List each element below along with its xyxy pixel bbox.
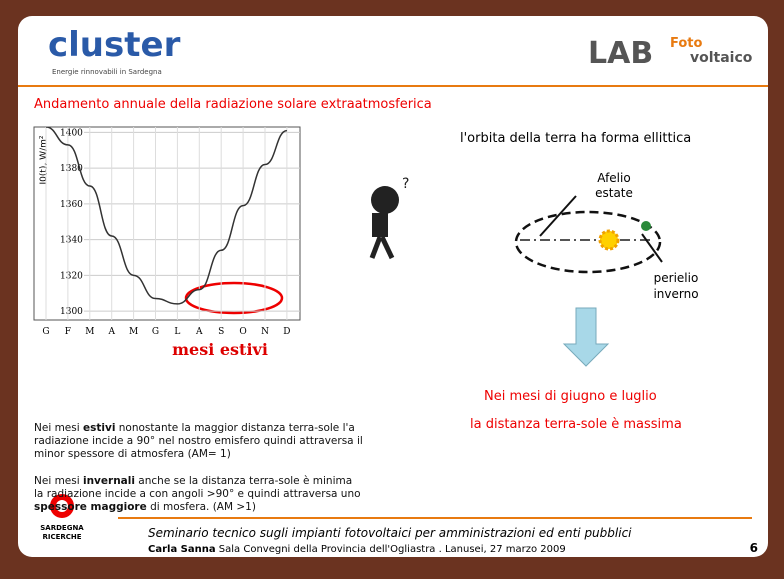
curve (45, 127, 288, 305)
thinker-icon: ? (369, 176, 409, 260)
paragraph: Nei mesi invernali anche se la distanza … (34, 475, 364, 514)
chart-caption: mesi estivi (172, 340, 268, 359)
logo-subtitle: Energie rinnovabili in Sardegna (52, 68, 162, 76)
footer-line: Carla Sanna Sala Convegni della Provinci… (148, 544, 566, 555)
text: Nei mesi (34, 422, 83, 434)
y-tick-label: 1360 (60, 200, 83, 210)
text: anche se la distanza terra-sole è minima… (34, 475, 361, 500)
plot-frame (33, 126, 301, 321)
svg-text:?: ? (402, 176, 409, 192)
y-tick-label: 1400 (60, 128, 83, 138)
x-tick-label: D (283, 327, 290, 337)
y-tick-label: 1320 (60, 271, 83, 281)
x-tick-label: O (239, 327, 246, 337)
bold-text: estivi (82, 422, 116, 434)
logo: cluster (48, 25, 181, 65)
afelio: Afelio (597, 171, 630, 185)
paragraph: Nei mesi estivi nonostante la maggior di… (34, 422, 364, 461)
x-tick-label: M (85, 327, 94, 337)
footer-line: Seminario tecnico sugli impianti fotovol… (148, 526, 632, 540)
x-tick-label: F (65, 327, 71, 337)
earth (641, 221, 651, 231)
note-line: la distanza terra-sole è massima (470, 417, 682, 432)
x-tick-label: M (129, 327, 138, 337)
x-tick-label: G (42, 327, 49, 337)
inverno: inverno (653, 287, 698, 301)
arrow (641, 233, 663, 263)
highlight (184, 281, 284, 315)
text: di mosfera. (AM >1) (146, 501, 256, 513)
arrow (539, 195, 577, 237)
y-tick-label: 1340 (60, 236, 83, 246)
slide-bg (18, 16, 768, 557)
perielio: perielio (654, 271, 699, 285)
brand: RICERCHE (42, 533, 81, 541)
x-tick-label: A (107, 327, 115, 337)
y-tick-label: 1380 (60, 164, 83, 174)
x-tick-label: N (261, 327, 269, 337)
bold-text: invernali (82, 475, 135, 487)
y-label: I0(t), W/m² (39, 135, 49, 184)
y-tick-label: 1300 (60, 307, 83, 317)
text: Nei mesi (34, 475, 83, 487)
title: Andamento annuale della radiazione solar… (34, 97, 432, 112)
brand: SARDEGNA (40, 524, 84, 532)
orbit-heading: l'orbita della terra ha forma ellittica (460, 131, 691, 146)
down-arrow (562, 307, 610, 367)
page-number: 6 (750, 541, 758, 555)
author: Carla Sanna (148, 544, 216, 555)
lab: LAB (588, 36, 653, 71)
x-tick-label: G (152, 327, 159, 337)
orbit (514, 210, 662, 274)
x-tick-label: S (218, 327, 224, 337)
text: nonostante la maggior distanza terra-sol… (34, 422, 363, 460)
x-tick-label: A (195, 327, 203, 337)
venue: Sala Convegni della Provincia dell'Oglia… (216, 544, 566, 555)
note-line: Nei mesi di giugno e luglio (484, 389, 657, 404)
x-tick-label: L (174, 327, 180, 337)
lab-bottom: voltaico (690, 50, 753, 66)
sun (598, 229, 620, 251)
estate: estate (595, 186, 633, 200)
lab-top: Foto (670, 36, 702, 51)
bold-text: spessore maggiore (34, 501, 147, 513)
